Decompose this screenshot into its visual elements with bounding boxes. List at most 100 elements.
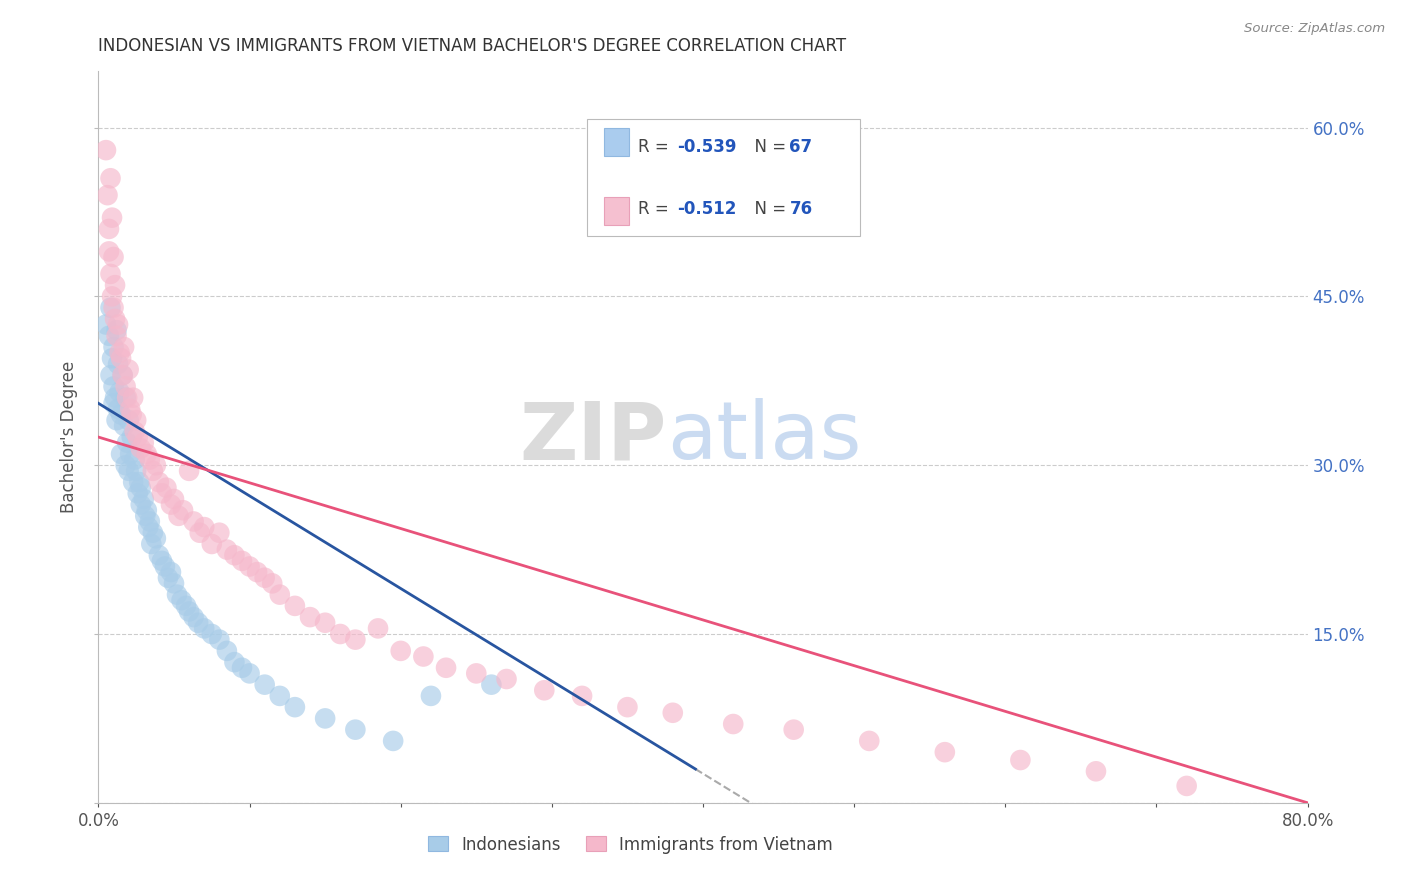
- Indonesians: [134, 508, 156, 523]
- Immigrants from Vietnam: [107, 318, 129, 332]
- Indonesians: [110, 408, 132, 422]
- Text: N =: N =: [745, 137, 792, 155]
- Text: -0.512: -0.512: [678, 200, 737, 219]
- Immigrants from Vietnam: [329, 627, 352, 641]
- Indonesians: [253, 678, 276, 692]
- Indonesians: [150, 554, 173, 568]
- Legend: Indonesians, Immigrants from Vietnam: Indonesians, Immigrants from Vietnam: [422, 829, 839, 860]
- Indonesians: [193, 621, 215, 635]
- Immigrants from Vietnam: [98, 244, 121, 259]
- Immigrants from Vietnam: [208, 525, 231, 540]
- Immigrants from Vietnam: [139, 452, 162, 467]
- Indonesians: [118, 413, 141, 427]
- Indonesians: [156, 571, 179, 585]
- Immigrants from Vietnam: [120, 401, 142, 416]
- Immigrants from Vietnam: [367, 621, 389, 635]
- Indonesians: [110, 447, 132, 461]
- Y-axis label: Bachelor's Degree: Bachelor's Degree: [60, 361, 79, 513]
- Indonesians: [231, 661, 253, 675]
- Indonesians: [103, 379, 125, 393]
- Immigrants from Vietnam: [142, 464, 165, 478]
- Indonesians: [314, 711, 336, 725]
- Immigrants from Vietnam: [389, 644, 412, 658]
- Immigrants from Vietnam: [172, 503, 194, 517]
- Indonesians: [107, 357, 129, 371]
- Immigrants from Vietnam: [201, 537, 224, 551]
- Text: 76: 76: [790, 200, 813, 219]
- Indonesians: [187, 615, 209, 630]
- Indonesians: [120, 447, 142, 461]
- Indonesians: [174, 599, 197, 613]
- Immigrants from Vietnam: [284, 599, 307, 613]
- Indonesians: [183, 610, 205, 624]
- Indonesians: [129, 498, 152, 512]
- Indonesians: [128, 475, 150, 489]
- Indonesians: [145, 532, 167, 546]
- Indonesians: [215, 644, 238, 658]
- Indonesians: [94, 318, 117, 332]
- Immigrants from Vietnam: [465, 666, 488, 681]
- Immigrants from Vietnam: [167, 508, 190, 523]
- Indonesians: [103, 340, 125, 354]
- Immigrants from Vietnam: [183, 515, 205, 529]
- Indonesians: [100, 301, 122, 315]
- Immigrants from Vietnam: [118, 362, 141, 376]
- Indonesians: [101, 351, 124, 366]
- Text: atlas: atlas: [666, 398, 860, 476]
- Text: ZIP: ZIP: [519, 398, 666, 476]
- Indonesians: [127, 486, 149, 500]
- Immigrants from Vietnam: [246, 565, 269, 579]
- Immigrants from Vietnam: [1175, 779, 1198, 793]
- Immigrants from Vietnam: [105, 328, 128, 343]
- Immigrants from Vietnam: [148, 475, 170, 489]
- Immigrants from Vietnam: [110, 351, 132, 366]
- Immigrants from Vietnam: [262, 576, 284, 591]
- Indonesians: [107, 401, 129, 416]
- Immigrants from Vietnam: [495, 672, 517, 686]
- Immigrants from Vietnam: [111, 368, 134, 383]
- Immigrants from Vietnam: [533, 683, 555, 698]
- Immigrants from Vietnam: [1010, 753, 1032, 767]
- Text: R =: R =: [638, 137, 673, 155]
- Indonesians: [98, 328, 121, 343]
- Immigrants from Vietnam: [224, 548, 246, 562]
- Immigrants from Vietnam: [112, 340, 135, 354]
- Indonesians: [269, 689, 291, 703]
- Immigrants from Vietnam: [1085, 764, 1108, 779]
- Indonesians: [105, 323, 128, 337]
- Indonesians: [382, 734, 405, 748]
- Immigrants from Vietnam: [96, 188, 118, 202]
- Indonesians: [148, 548, 170, 562]
- Indonesians: [111, 368, 134, 383]
- Indonesians: [160, 565, 183, 579]
- Indonesians: [118, 464, 141, 478]
- Text: INDONESIAN VS IMMIGRANTS FROM VIETNAM BACHELOR'S DEGREE CORRELATION CHART: INDONESIAN VS IMMIGRANTS FROM VIETNAM BA…: [98, 37, 846, 54]
- Indonesians: [112, 418, 135, 433]
- Indonesians: [142, 525, 165, 540]
- Indonesians: [344, 723, 367, 737]
- Indonesians: [103, 396, 125, 410]
- Indonesians: [132, 491, 155, 506]
- Indonesians: [139, 515, 162, 529]
- Immigrants from Vietnam: [193, 520, 215, 534]
- Indonesians: [125, 464, 148, 478]
- Immigrants from Vietnam: [434, 661, 457, 675]
- Immigrants from Vietnam: [145, 458, 167, 473]
- Immigrants from Vietnam: [114, 379, 136, 393]
- Immigrants from Vietnam: [314, 615, 336, 630]
- Immigrants from Vietnam: [135, 447, 157, 461]
- Immigrants from Vietnam: [934, 745, 956, 759]
- Indonesians: [124, 452, 146, 467]
- Immigrants from Vietnam: [155, 481, 177, 495]
- Text: R =: R =: [638, 200, 673, 219]
- Indonesians: [141, 537, 163, 551]
- Indonesians: [129, 481, 152, 495]
- Immigrants from Vietnam: [163, 491, 186, 506]
- Immigrants from Vietnam: [253, 571, 276, 585]
- Immigrants from Vietnam: [231, 554, 253, 568]
- Immigrants from Vietnam: [127, 430, 149, 444]
- Immigrants from Vietnam: [412, 649, 434, 664]
- Immigrants from Vietnam: [616, 700, 638, 714]
- Indonesians: [208, 632, 231, 647]
- Indonesians: [163, 576, 186, 591]
